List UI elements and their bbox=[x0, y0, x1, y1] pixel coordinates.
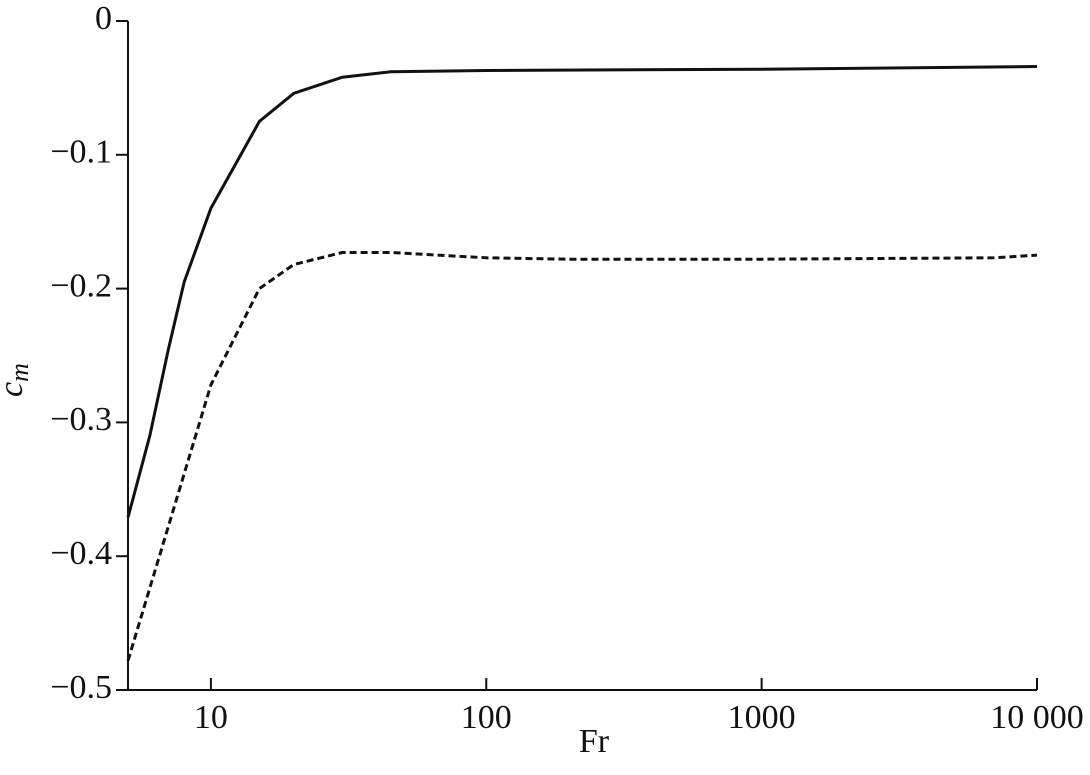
x-tick-label: 1000 bbox=[728, 699, 796, 736]
y-tick-label: −0.2 bbox=[50, 267, 112, 304]
y-tick-label: −0.1 bbox=[50, 134, 112, 171]
y-label-base: c bbox=[0, 382, 30, 397]
y-tick-label: 0 bbox=[95, 0, 112, 37]
x-tick-label: 100 bbox=[461, 699, 512, 736]
y-axis-label: cm bbox=[0, 363, 34, 397]
y-tick-label: −0.4 bbox=[50, 535, 112, 572]
y-tick-label: −0.3 bbox=[50, 401, 112, 438]
x-axis-label: Fr bbox=[579, 723, 610, 760]
x-tick-label: 10 bbox=[194, 699, 228, 736]
data-line bbox=[126, 65, 1038, 518]
y-tick-label: −0.5 bbox=[50, 669, 112, 706]
data-line bbox=[126, 251, 1038, 662]
x-tick-label: 10 000 bbox=[990, 699, 1084, 736]
y-label-sub: m bbox=[5, 363, 34, 382]
